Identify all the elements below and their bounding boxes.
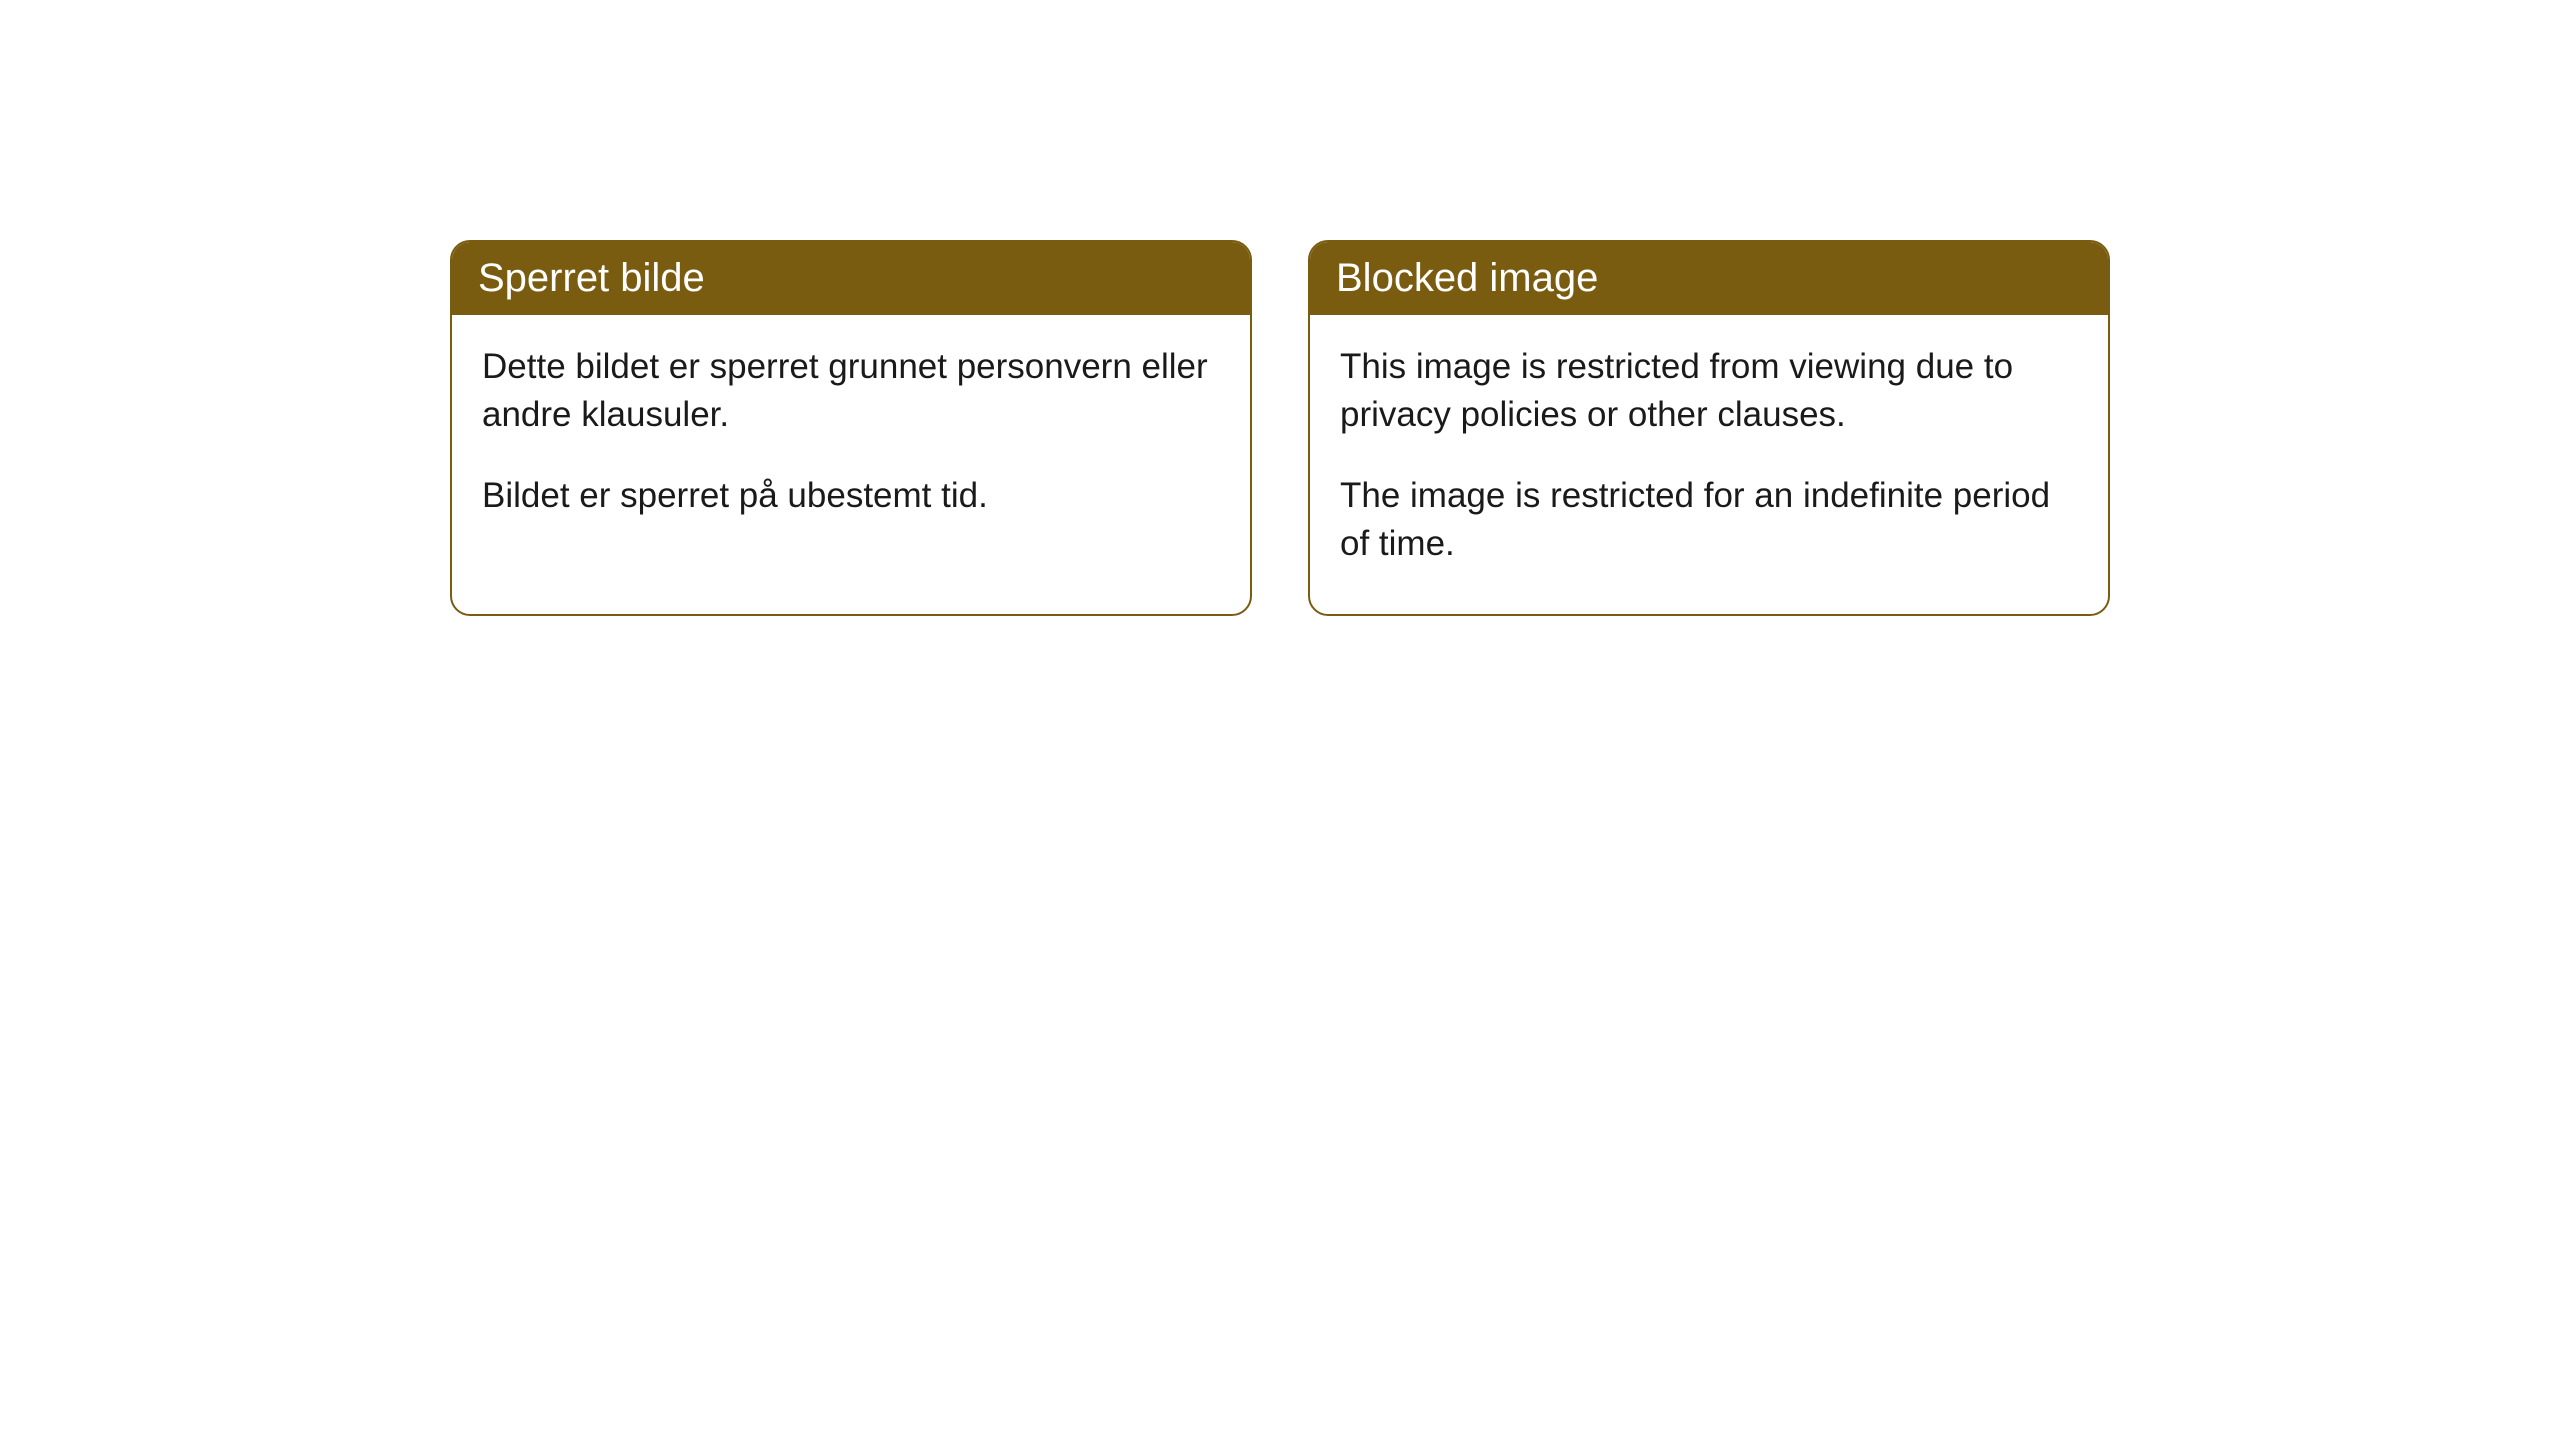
card-paragraph-2: Bildet er sperret på ubestemt tid. xyxy=(482,472,1220,520)
blocked-image-card-english: Blocked image This image is restricted f… xyxy=(1308,240,2110,616)
card-header-english: Blocked image xyxy=(1310,242,2108,315)
card-title: Sperret bilde xyxy=(478,256,705,300)
cards-container: Sperret bilde Dette bildet er sperret gr… xyxy=(0,0,2560,616)
card-paragraph-1: This image is restricted from viewing du… xyxy=(1340,343,2078,440)
card-paragraph-1: Dette bildet er sperret grunnet personve… xyxy=(482,343,1220,440)
card-body-english: This image is restricted from viewing du… xyxy=(1310,315,2108,614)
card-body-norwegian: Dette bildet er sperret grunnet personve… xyxy=(452,315,1250,566)
card-paragraph-2: The image is restricted for an indefinit… xyxy=(1340,472,2078,569)
card-header-norwegian: Sperret bilde xyxy=(452,242,1250,315)
blocked-image-card-norwegian: Sperret bilde Dette bildet er sperret gr… xyxy=(450,240,1252,616)
card-title: Blocked image xyxy=(1336,256,1598,300)
